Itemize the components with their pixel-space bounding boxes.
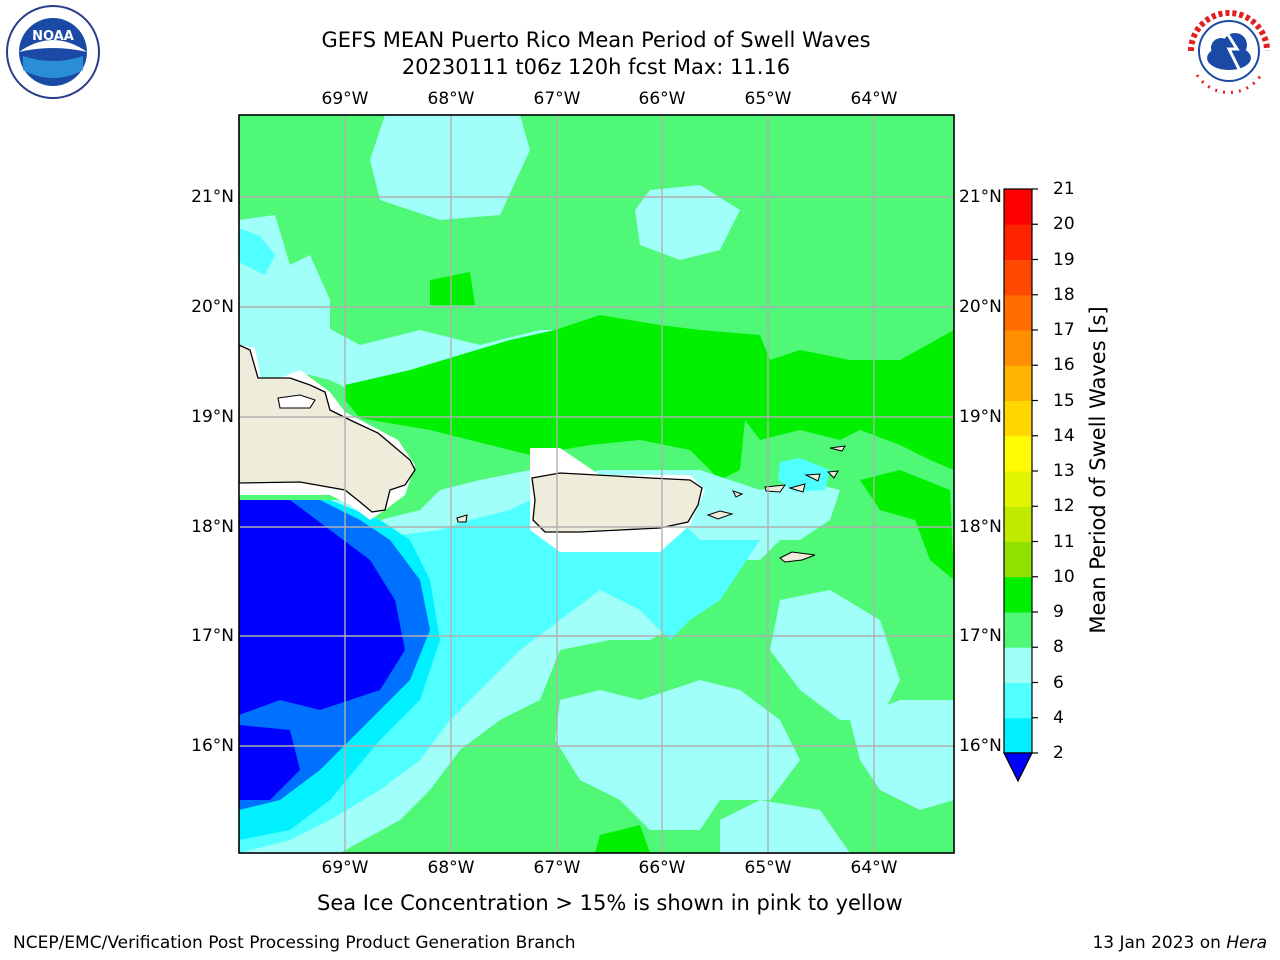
colorbar-tick-label: 17 xyxy=(1053,320,1075,340)
sea-ice-note: Sea Ice Concentration > 15% is shown in … xyxy=(317,891,903,915)
colorbar-tick-label: 10 xyxy=(1053,566,1075,587)
colorbar-segment-6-8 xyxy=(1004,647,1032,683)
lon-label-bottom-67w: 67°W xyxy=(533,858,581,878)
lat-label-left-21n: 21°N xyxy=(191,187,234,207)
colorbar-tick-label: 11 xyxy=(1053,531,1075,552)
colorbar-segment-10-11 xyxy=(1004,541,1032,578)
footer-date: 13 Jan 2023 on Hera xyxy=(1092,933,1267,953)
lon-label-bottom-69w: 69°W xyxy=(321,858,369,878)
lon-label-bottom-68w: 68°W xyxy=(427,858,475,878)
swell-period-field xyxy=(239,115,954,853)
colorbar-segment-17-18 xyxy=(1004,294,1032,331)
lon-label-top-65w: 65°W xyxy=(744,89,792,109)
colorbar-segment-15-16 xyxy=(1004,365,1032,401)
colorbar-label: Mean Period of Swell Waves [s] xyxy=(1086,306,1110,634)
lon-label-top-66w: 66°W xyxy=(638,89,686,109)
colorbar-segment-2-4 xyxy=(1004,717,1032,754)
colorbar-tick-label: 4 xyxy=(1053,707,1064,728)
map-frame xyxy=(238,114,955,854)
lat-label-right-17n: 17°N xyxy=(959,626,1002,646)
lat-label-left-19n: 19°N xyxy=(191,407,234,427)
colorbar-tick-label: 6 xyxy=(1053,672,1064,693)
lat-label-left-20n: 20°N xyxy=(191,297,234,317)
lat-label-left-18n: 18°N xyxy=(191,517,234,537)
lat-label-right-18n: 18°N xyxy=(959,517,1002,537)
lon-label-top-64w: 64°W xyxy=(850,89,898,109)
lat-label-left-17n: 17°N xyxy=(191,626,234,646)
colorbar-tick-label: 18 xyxy=(1053,284,1075,305)
colorbar-tick-label: 13 xyxy=(1053,461,1075,481)
colorbar-segment-4-6 xyxy=(1004,682,1032,719)
footer-host: Hera xyxy=(1226,933,1267,953)
colorbar-tick-label: 19 xyxy=(1053,249,1075,270)
lon-label-bottom-65w: 65°W xyxy=(744,858,792,878)
logo-nws xyxy=(1179,3,1279,103)
lon-label-top-69w: 69°W xyxy=(321,89,369,109)
lat-label-right-19n: 19°N xyxy=(959,407,1002,427)
colorbar-tick-label: 16 xyxy=(1053,355,1075,376)
colorbar-segment-8-9 xyxy=(1004,612,1032,648)
colorbar-tick-label: 8 xyxy=(1053,637,1064,658)
colorbar-segment-16-17 xyxy=(1004,330,1032,366)
colorbar-tick-label: 9 xyxy=(1053,602,1064,622)
lon-label-top-67w: 67°W xyxy=(533,89,581,109)
logo-noaa: NOAA xyxy=(3,4,103,104)
lon-label-bottom-66w: 66°W xyxy=(638,858,686,878)
graticule xyxy=(239,115,954,853)
lon-label-top-68w: 68°W xyxy=(427,89,475,109)
svg-text:NOAA: NOAA xyxy=(32,29,74,44)
colorbar-segment-19-20 xyxy=(1004,224,1032,260)
colorbar-segment-12-13 xyxy=(1004,471,1032,507)
colorbar-segment-9-10 xyxy=(1004,576,1032,613)
lon-label-bottom-64w: 64°W xyxy=(850,858,898,878)
colorbar-segment-11-12 xyxy=(1004,506,1032,542)
footer-branch: NCEP/EMC/Verification Post Processing Pr… xyxy=(13,933,576,953)
lat-label-right-16n: 16°N xyxy=(959,736,1002,756)
colorbar-tick-label: 12 xyxy=(1053,496,1075,517)
colorbar-segment-13-14 xyxy=(1004,435,1032,472)
colorbar-tick-label: 2 xyxy=(1053,743,1064,763)
colorbar-segment-18-19 xyxy=(1004,259,1032,296)
colorbar-tick-label: 15 xyxy=(1053,390,1075,411)
lat-label-right-21n: 21°N xyxy=(959,187,1002,207)
colorbar-segment-20-21 xyxy=(1004,189,1032,225)
colorbar-under-extension xyxy=(1003,752,1033,783)
colorbar-segment-14-15 xyxy=(1004,400,1032,437)
chart-title: GEFS MEAN Puerto Rico Mean Period of Swe… xyxy=(321,28,871,52)
lat-label-right-20n: 20°N xyxy=(959,297,1002,317)
colorbar-tick-label: 20 xyxy=(1053,214,1075,235)
lat-label-left-16n: 16°N xyxy=(191,736,234,756)
chart-subtitle: 20230111 t06z 120h fcst Max: 11.16 xyxy=(401,55,791,79)
colorbar-tick-label: 14 xyxy=(1053,425,1075,446)
footer-date-text: 13 Jan 2023 on xyxy=(1092,933,1227,953)
colorbar-tick-label: 21 xyxy=(1053,179,1075,199)
colorbar xyxy=(1003,188,1038,783)
